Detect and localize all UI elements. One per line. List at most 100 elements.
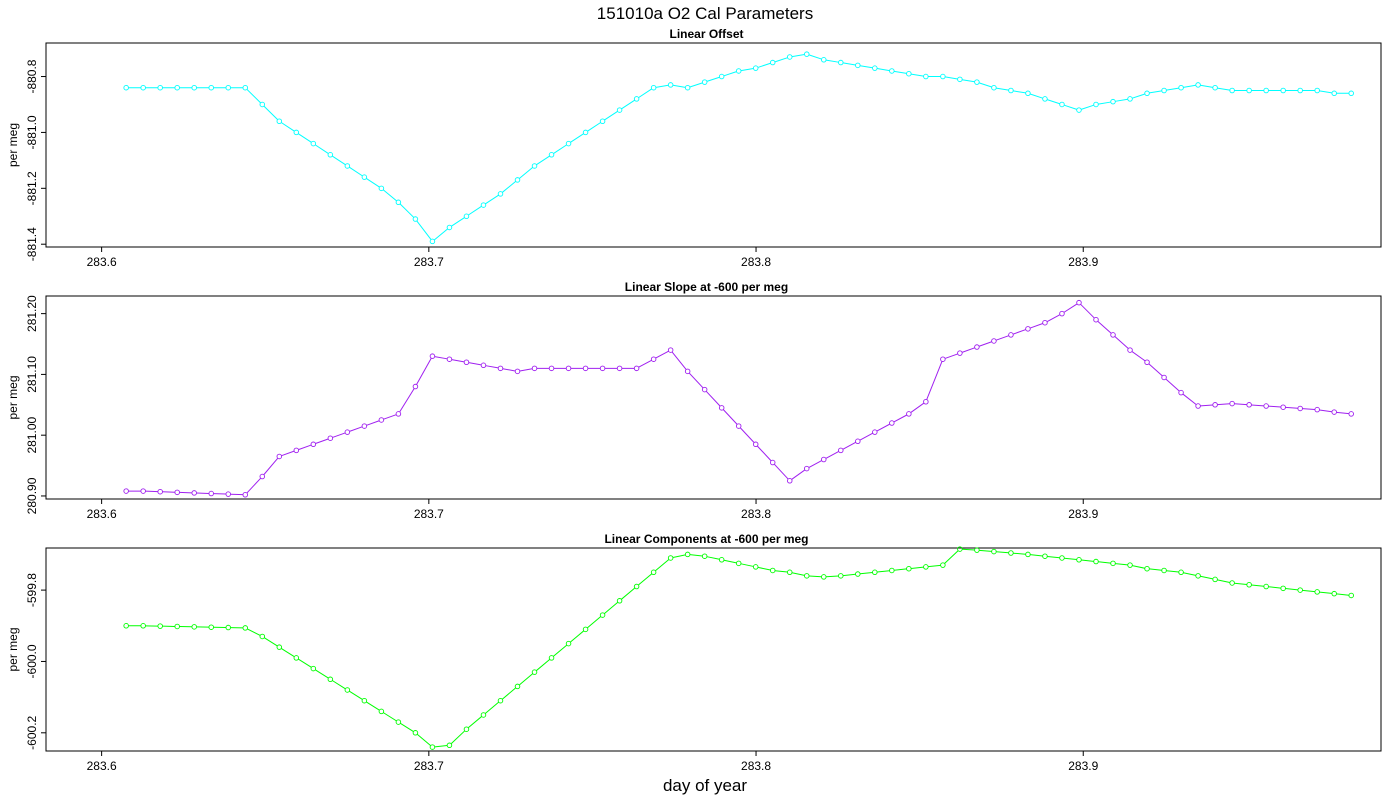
linear-components-data-point (531, 669, 538, 675)
linear-offset-y-tick-label: -881.2 (25, 171, 39, 205)
linear-components-series-line (128, 548, 1349, 748)
linear-offset-data-point (1127, 96, 1133, 102)
linear-components-x-tick-label: 283.8 (741, 759, 771, 773)
linear-offset-data-point (1076, 107, 1082, 113)
linear-offset-data-point (293, 129, 300, 136)
linear-components-data-point (1280, 585, 1286, 592)
linear-slope-plot-frame (45, 295, 1382, 500)
linear-offset-data-point (599, 118, 606, 124)
linear-components-data-point (1331, 590, 1337, 597)
linear-components-data-point (276, 644, 283, 650)
linear-offset-data-point (480, 202, 487, 208)
linear-slope-data-point (1178, 389, 1184, 396)
linear-components-data-point (412, 730, 419, 736)
linear-offset-data-point (276, 118, 283, 124)
linear-components-data-point (1059, 555, 1065, 561)
linear-components-data-point (327, 676, 334, 683)
linear-slope-data-point (752, 441, 759, 448)
linear-offset-data-point (157, 84, 163, 91)
linear-components-data-point (1076, 557, 1082, 563)
linear-components-data-point (1246, 581, 1252, 588)
linear-components-data-point (923, 564, 929, 570)
linear-slope-data-point (208, 490, 214, 497)
linear-slope-y-tick-label: 281.10 (25, 356, 39, 393)
linear-components-data-point (157, 623, 163, 629)
linear-components-data-point (344, 687, 351, 693)
linear-offset-data-point (1059, 101, 1065, 108)
linear-slope-data-point (633, 365, 640, 372)
x-axis-label: day of year (663, 776, 747, 795)
linear-components-data-point (991, 548, 997, 555)
linear-offset-data-point (1110, 98, 1116, 105)
linear-slope-data-point (293, 447, 300, 454)
linear-offset-data-point (667, 82, 674, 88)
linear-offset-data-point (1331, 90, 1337, 97)
linear-slope-data-point (174, 489, 180, 496)
linear-components-data-point (1042, 553, 1048, 559)
linear-offset-data-point (804, 51, 810, 57)
linear-slope-x-tick-label: 283.7 (414, 507, 444, 521)
linear-offset-data-point (1093, 101, 1099, 108)
linear-components-data-point (480, 712, 487, 718)
linear-slope-data-point (1195, 403, 1201, 409)
linear-offset-y-axis-label: per meg (6, 123, 20, 167)
linear-offset-data-point (786, 54, 793, 60)
linear-slope-data-point (616, 365, 623, 372)
linear-components-data-point (1314, 589, 1320, 595)
linear-offset-data-point (1178, 84, 1184, 91)
linear-components-data-point (838, 573, 844, 579)
linear-offset-data-point (310, 140, 317, 147)
linear-offset-data-point (923, 73, 929, 80)
linear-offset-data-point (906, 70, 912, 77)
linear-slope-data-point (1280, 404, 1286, 410)
linear-components-title: Linear Components at -600 per meg (604, 532, 808, 546)
linear-slope-data-point (1076, 299, 1082, 306)
linear-components-x-tick-label: 283.9 (1068, 759, 1098, 773)
linear-offset-series-line (128, 54, 1349, 241)
linear-slope-data-point (412, 383, 419, 390)
linear-offset-data-point (1314, 87, 1320, 94)
linear-slope-data-point (940, 356, 946, 362)
linear-slope-data-point (378, 417, 385, 423)
linear-slope-data-point (225, 491, 232, 497)
linear-components-data-point (616, 598, 623, 604)
linear-offset-x-tick-label: 283.7 (414, 255, 444, 269)
linear-components-y-tick-label: -600.0 (25, 644, 39, 678)
linear-offset-data-point (616, 107, 623, 113)
linear-offset-data-point (1212, 84, 1218, 91)
linear-offset-data-point (565, 140, 572, 147)
linear-slope-data-point (123, 488, 129, 494)
linear-slope-data-point (1059, 310, 1065, 317)
linear-slope-data-point (1331, 409, 1337, 415)
linear-slope-data-point (565, 365, 572, 372)
linear-slope-data-point (1348, 411, 1354, 417)
linear-slope-data-point (1110, 332, 1116, 338)
linear-slope-data-point (1144, 359, 1150, 365)
linear-slope-data-point (889, 420, 895, 426)
panel-linear-offset: Linear Offset per meg 283.6 283.7 283.8 283.9… (6, 27, 1382, 269)
linear-components-x-tick-label: 283.6 (87, 759, 117, 773)
linear-components-data-point (701, 553, 708, 559)
linear-offset-data-point (361, 174, 368, 180)
linear-offset-data-point (208, 84, 214, 91)
linear-components-data-point (821, 574, 827, 580)
linear-offset-data-point (191, 84, 197, 91)
linear-offset-data-point (872, 65, 878, 71)
linear-offset-data-point (1042, 96, 1048, 102)
linear-slope-data-point (769, 459, 776, 466)
linear-offset-data-point (889, 68, 895, 74)
linear-slope-data-point (821, 456, 827, 463)
linear-offset-data-point (957, 76, 963, 83)
linear-components-data-point (191, 624, 197, 630)
linear-offset-data-point (582, 129, 589, 136)
figure-title: 151010a O2 Cal Parameters (597, 4, 813, 23)
linear-offset-data-point (412, 216, 419, 222)
linear-slope-data-point (786, 478, 793, 484)
linear-offset-data-point (259, 101, 266, 108)
linear-slope-x-tick-label: 283.8 (741, 507, 771, 521)
linear-components-data-point (974, 547, 980, 553)
linear-components-data-point (497, 697, 504, 704)
linear-components-data-point (906, 565, 912, 572)
linear-components-data-point (1127, 562, 1133, 568)
